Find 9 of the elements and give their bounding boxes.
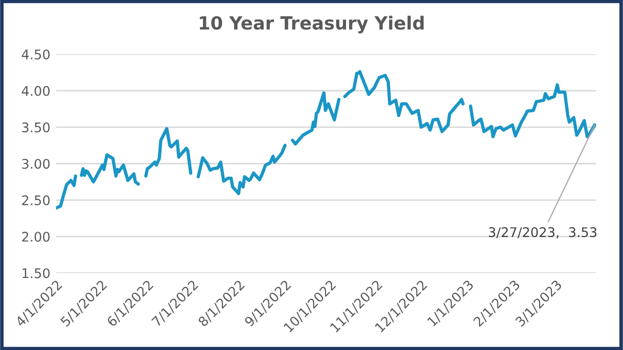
y-tick-label: 3.00: [22, 158, 50, 169]
chart-title: 10 Year Treasury Yield: [200, 16, 424, 34]
y-tick-label: 2.00: [22, 232, 50, 242]
y-tick-label: 3.50: [22, 122, 50, 132]
y-tick-label: 1.50: [22, 268, 50, 278]
y-tick-label: 2.50: [22, 195, 50, 206]
y-tick-label: 4.50: [22, 49, 50, 60]
y-tick-label: 4.00: [22, 86, 50, 96]
annotation: 3/27/2023, 3.53: [488, 227, 596, 238]
